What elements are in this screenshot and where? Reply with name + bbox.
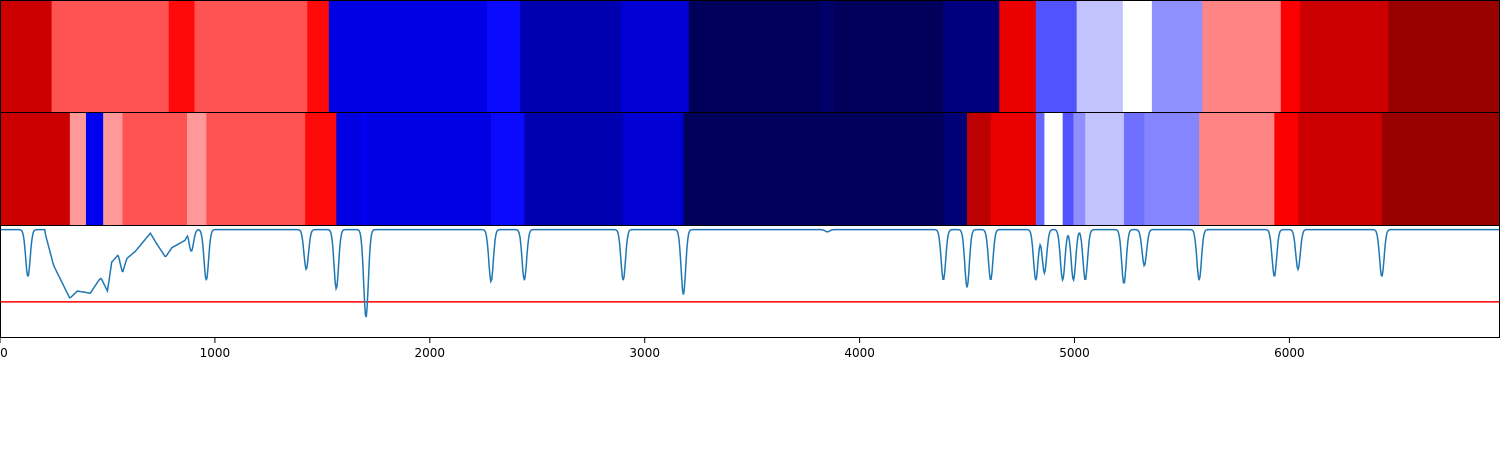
heatmap-cell xyxy=(1035,0,1078,112)
heatmap-cell xyxy=(362,113,368,225)
line-panel-background xyxy=(0,225,1500,338)
heatmap-cell xyxy=(943,113,968,225)
heatmap-cell xyxy=(328,0,488,112)
x-axis: 0 1000 2000 3000 4000 5000 6000 xyxy=(0,338,1305,360)
heatmap-cell xyxy=(524,113,624,225)
heatmap-cell xyxy=(1388,0,1500,112)
heatmap-cell xyxy=(206,113,306,225)
x-tick-label: 0 xyxy=(0,346,8,360)
heatmap-cell xyxy=(1122,0,1153,112)
heatmap-cell xyxy=(1073,113,1086,225)
heatmap-cell xyxy=(621,0,690,112)
heatmap-cell xyxy=(990,113,1037,225)
heatmap-cell xyxy=(818,0,835,112)
heatmap-cell xyxy=(186,113,207,225)
top-heatmap-band xyxy=(0,0,1500,112)
heatmap-cell xyxy=(486,0,521,112)
heatmap-cell xyxy=(1300,0,1389,112)
heatmap-cell xyxy=(1076,0,1124,112)
heatmap-cell xyxy=(1062,113,1075,225)
heatmap-cell xyxy=(51,0,170,112)
heatmap-cell xyxy=(122,113,188,225)
heatmap-cell xyxy=(1381,113,1500,225)
heatmap-cell xyxy=(85,113,104,225)
heatmap-cell xyxy=(103,113,124,225)
heatmap-cell xyxy=(305,113,337,225)
heatmap-cell xyxy=(1297,113,1383,225)
x-tick-label: 1000 xyxy=(200,346,231,360)
heatmap-cell xyxy=(1085,113,1125,225)
middle-heatmap-band xyxy=(0,113,1500,225)
heatmap-cell xyxy=(688,0,820,112)
heatmap-cell xyxy=(1035,113,1046,225)
heatmap-cell xyxy=(623,113,684,225)
heatmap-cell xyxy=(366,113,492,225)
x-tick-label: 5000 xyxy=(1059,346,1090,360)
absorbance-series-line xyxy=(0,228,1500,318)
heatmap-cell xyxy=(833,0,945,112)
heatmap-cell xyxy=(1199,113,1275,225)
heatmap-cell xyxy=(0,113,71,225)
x-tick-label: 3000 xyxy=(629,346,660,360)
heatmap-cell xyxy=(1280,0,1301,112)
heatmap-cell xyxy=(1144,113,1200,225)
heatmap-cell xyxy=(999,0,1037,112)
heatmap-cell xyxy=(520,0,622,112)
heatmap-cell xyxy=(943,0,1000,112)
heatmap-cell xyxy=(683,113,945,225)
heatmap-cell xyxy=(194,0,308,112)
x-tick-label: 2000 xyxy=(415,346,446,360)
line-panel xyxy=(0,225,1500,338)
x-tick-label: 4000 xyxy=(844,346,875,360)
heatmap-cell xyxy=(1274,113,1299,225)
heatmap-cell xyxy=(1151,0,1203,112)
heatmap-cell xyxy=(1202,0,1282,112)
heatmap-cell xyxy=(69,113,87,225)
heatmap-cell xyxy=(1044,113,1064,225)
heatmap-cell xyxy=(967,113,992,225)
heatmap-cell xyxy=(0,0,53,112)
heatmap-cell xyxy=(307,0,330,112)
heatmap-cell xyxy=(491,113,525,225)
heatmap-cell xyxy=(336,113,363,225)
x-tick-label: 6000 xyxy=(1274,346,1305,360)
heatmap-cell xyxy=(168,0,196,112)
heatmap-cell xyxy=(1123,113,1145,225)
